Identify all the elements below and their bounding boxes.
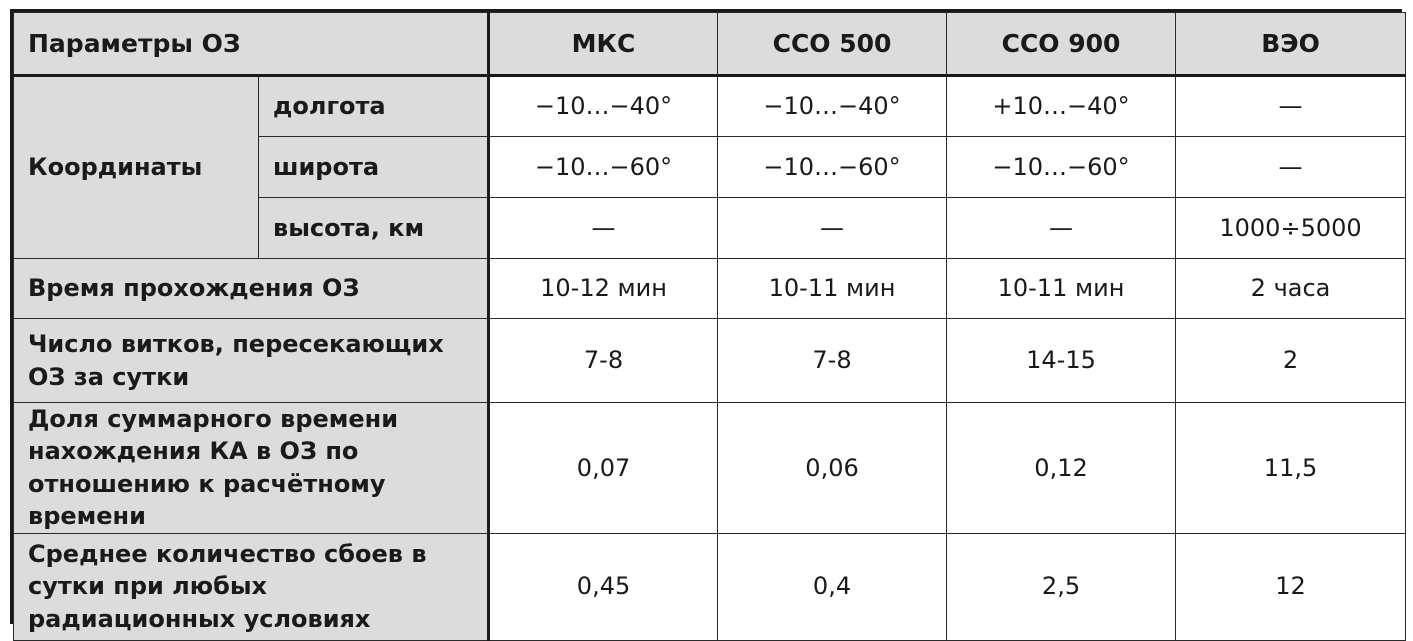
row-label: Число витков, пересекающих ОЗ за сутки [12, 318, 490, 403]
table-row: Среднее количество сбоев в сутки при люб… [12, 532, 1407, 641]
table-cell: −10…−40° [487, 75, 719, 137]
table-row: Доля суммарного времени нахождения КА в … [12, 402, 1407, 534]
row-label: Время прохождения ОЗ [12, 258, 490, 319]
header-col-sso500: ССО 500 [717, 12, 948, 77]
table-cell: 0,4 [717, 532, 948, 641]
row-label: Среднее количество сбоев в сутки при люб… [12, 532, 490, 641]
table-cell: −10…−60° [946, 136, 1177, 198]
table-cell: — [1175, 75, 1407, 137]
table-cell: — [717, 197, 948, 259]
table-cell: 0,45 [487, 532, 719, 641]
coord-sub-altitude: высота, км [257, 197, 490, 259]
parameters-table: Параметры ОЗ МКС ССО 500 ССО 900 ВЭО Коо… [12, 12, 1407, 641]
header-col-sso900: ССО 900 [946, 12, 1177, 77]
table-cell: 0,07 [487, 402, 719, 534]
table-cell: +10…−40° [946, 75, 1177, 137]
table-cell: 7-8 [487, 318, 719, 403]
table-cell: 14-15 [946, 318, 1177, 403]
table-row: Координаты долгота −10…−40° −10…−40° +10… [13, 75, 1407, 259]
coordinates-label: Координаты [13, 75, 259, 259]
table-cell: 1000÷5000 [1175, 197, 1407, 259]
table-row: Время прохождения ОЗ 10-12 мин 10-11 мин… [12, 258, 1407, 319]
table-cell: — [487, 197, 719, 259]
table-cell: −10…−40° [717, 75, 948, 137]
table-row: широта −10…−60° −10…−60° −10…−60° — [14, 136, 1407, 198]
coord-sub-latitude: широта [257, 136, 490, 198]
table-cell: −10…−60° [717, 136, 948, 198]
table-cell: — [946, 197, 1177, 259]
row-label: Доля суммарного времени нахождения КА в … [12, 402, 490, 534]
table-cell: 2 часа [1175, 258, 1407, 319]
table-cell: — [1175, 136, 1407, 198]
table-cell: 10-11 мин [946, 258, 1177, 319]
table-cell: 0,12 [946, 402, 1177, 534]
table-cell: 7-8 [717, 318, 948, 403]
table-cell: −10…−60° [487, 136, 719, 198]
table-header-row: Параметры ОЗ МКС ССО 500 ССО 900 ВЭО [12, 12, 1407, 77]
table-row: высота, км — — — 1000÷5000 [14, 197, 1407, 259]
table-cell: 2 [1175, 318, 1407, 403]
table-cell: 11,5 [1175, 402, 1407, 534]
table-row: Число витков, пересекающих ОЗ за сутки 7… [12, 318, 1407, 403]
table-cell: 2,5 [946, 532, 1177, 641]
table-cell: 12 [1175, 532, 1407, 641]
table-cell: 0,06 [717, 402, 948, 534]
table-cell: 10-12 мин [487, 258, 719, 319]
header-col-veo: ВЭО [1175, 12, 1407, 77]
coord-sub-longitude: долгота [257, 75, 490, 137]
table-cell: 10-11 мин [717, 258, 948, 319]
parameters-table-frame: Параметры ОЗ МКС ССО 500 ССО 900 ВЭО Коо… [10, 9, 1407, 641]
header-param-label: Параметры ОЗ [12, 12, 490, 77]
header-col-mks: МКС [487, 12, 719, 77]
